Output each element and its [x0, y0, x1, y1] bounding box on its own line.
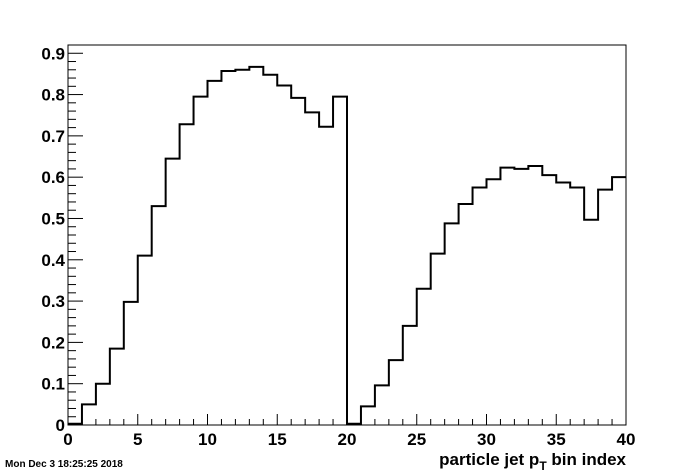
x-tick-label: 5 — [133, 430, 142, 449]
x-axis-title-main: particle jet p — [439, 450, 539, 469]
timestamp: Mon Dec 3 18:25:25 2018 — [5, 459, 123, 470]
x-tick-label: 40 — [617, 430, 636, 449]
x-tick-label: 35 — [547, 430, 566, 449]
x-tick-label: 10 — [198, 430, 217, 449]
tick-labels: 0 5 10 15 20 25 30 35 40 0 0.1 0.2 0.3 0.4 0.5 0.6 0.7 0.… — [41, 44, 635, 449]
x-axis-title: particle jet pT bin index — [439, 450, 626, 472]
y-tick-label: 0.1 — [41, 375, 65, 394]
x-tick-label: 30 — [477, 430, 496, 449]
x-axis-title-subscript: T — [539, 459, 547, 472]
x-tick-label: 25 — [407, 430, 426, 449]
x-tick-label: 20 — [338, 430, 357, 449]
x-axis-title-rest: bin index — [547, 450, 627, 469]
y-tick-label: 0.2 — [41, 333, 65, 352]
histogram-line — [68, 65, 626, 425]
y-tick-label: 0.5 — [41, 209, 65, 228]
y-tick-label: 0.7 — [41, 127, 65, 146]
y-tick-label: 0.3 — [41, 292, 65, 311]
x-tick-label: 0 — [63, 430, 72, 449]
y-tick-label: 0.4 — [41, 251, 65, 270]
y-tick-label: 0.9 — [41, 44, 65, 63]
x-tick-label: 15 — [268, 430, 287, 449]
y-tick-label: 0.8 — [41, 86, 65, 105]
y-tick-label: 0.6 — [41, 168, 65, 187]
y-tick-label: 0 — [56, 416, 65, 435]
